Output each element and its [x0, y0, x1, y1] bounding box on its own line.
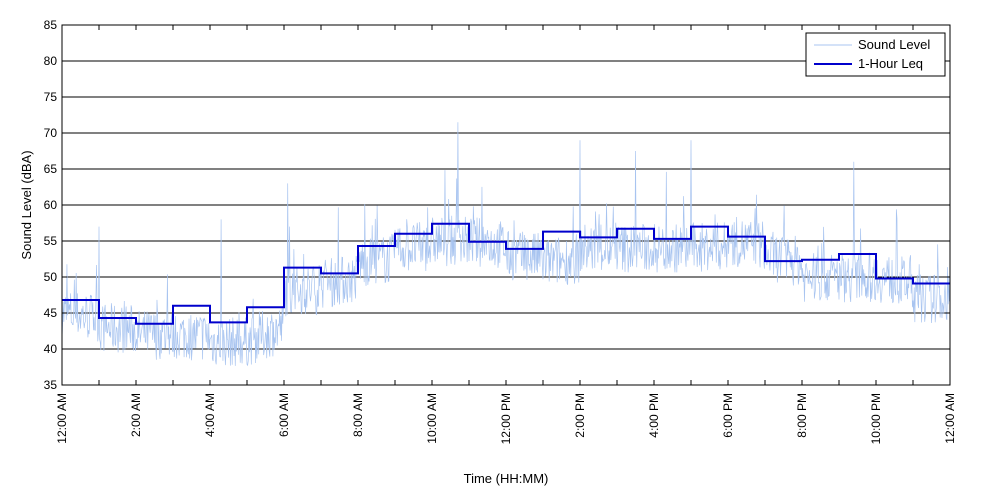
y-tick-label: 80 [44, 54, 58, 68]
x-tick-label: 8:00 AM [351, 393, 365, 437]
y-tick-label: 55 [44, 234, 58, 248]
legend-label-sound-level: Sound Level [858, 37, 930, 52]
legend-box [805, 32, 946, 77]
y-tick-label: 35 [44, 378, 58, 392]
x-tick-label: 10:00 PM [869, 393, 883, 444]
legend-label-leq: 1-Hour Leq [858, 56, 923, 71]
x-tick-label: 2:00 AM [129, 393, 143, 437]
y-axis-title: Sound Level (dBA) [19, 150, 34, 259]
x-tick-label: 6:00 PM [721, 393, 735, 438]
x-tick-label: 6:00 AM [277, 393, 291, 437]
y-tick-label: 50 [44, 270, 58, 284]
x-axis-title: Time (HH:MM) [464, 471, 549, 486]
x-tick-label: 10:00 AM [425, 393, 439, 444]
leq-series [62, 222, 950, 325]
legend: Sound Level 1-Hour Leq [805, 32, 946, 77]
y-tick-label: 60 [44, 198, 58, 212]
y-axis-ticks: 35 40 45 50 55 60 65 70 75 80 85 [44, 18, 950, 392]
x-tick-label: 2:00 PM [573, 393, 587, 438]
y-tick-label: 70 [44, 126, 58, 140]
x-tick-label: 4:00 PM [647, 393, 661, 438]
leq-step-line [62, 222, 950, 325]
y-tick-label: 85 [44, 18, 58, 32]
x-tick-label: 4:00 AM [203, 393, 217, 437]
y-tick-label: 45 [44, 306, 58, 320]
y-tick-label: 75 [44, 90, 58, 104]
x-tick-label: 12:00 AM [943, 393, 957, 444]
y-tick-label: 65 [44, 162, 58, 176]
x-tick-label: 12:00 AM [55, 393, 69, 444]
x-tick-label: 8:00 PM [795, 393, 809, 438]
x-axis-ticks: 12:00 AM 2:00 AM 4:00 AM 6:00 AM 8:00 AM 10:0… [55, 25, 957, 444]
y-tick-label: 40 [44, 342, 58, 356]
x-tick-label: 12:00 PM [499, 393, 513, 444]
